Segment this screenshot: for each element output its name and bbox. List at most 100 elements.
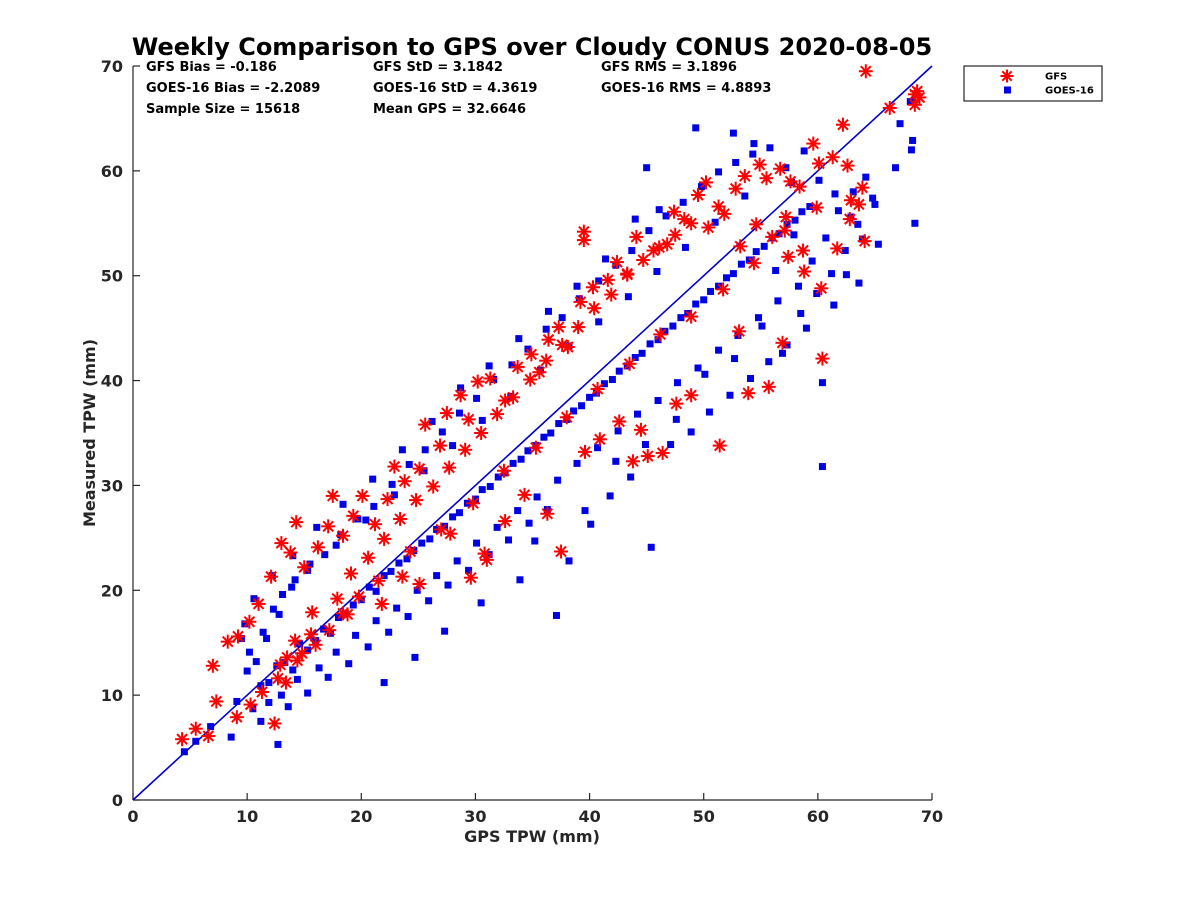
- data-point-gfs: [267, 716, 282, 731]
- x-ticks: 0 10 20 30 40 50 60 70: [127, 793, 943, 826]
- data-point-gfs: [220, 634, 235, 649]
- legend-marker-gfs: [1000, 69, 1014, 83]
- data-point-goes-16: [243, 667, 251, 675]
- data-point-gfs: [716, 282, 731, 297]
- data-point-gfs: [453, 388, 468, 403]
- data-point-goes-16: [862, 173, 870, 181]
- data-point-gfs: [809, 200, 824, 215]
- data-point-goes-16: [581, 507, 589, 515]
- data-point-goes-16: [372, 587, 380, 595]
- data-point-gfs: [377, 531, 392, 546]
- data-point-gfs: [243, 697, 258, 712]
- data-point-goes-16: [540, 433, 548, 441]
- data-point-goes-16: [558, 314, 566, 322]
- data-point-goes-16: [306, 560, 314, 568]
- data-point-goes-16: [734, 331, 742, 339]
- data-point-goes-16: [794, 282, 802, 290]
- data-point-goes-16: [465, 566, 473, 574]
- data-point-goes-16: [517, 455, 525, 463]
- data-point-gfs: [434, 522, 449, 537]
- data-point-goes-16: [654, 396, 662, 404]
- data-point-goes-16: [370, 502, 378, 510]
- data-point-goes-16: [797, 309, 805, 317]
- data-point-goes-16: [614, 427, 622, 435]
- data-point-gfs: [290, 653, 305, 668]
- data-point-goes-16: [822, 234, 830, 242]
- data-point-goes-16: [775, 230, 783, 238]
- data-point-goes-16: [315, 664, 323, 672]
- y-axis-label: Measured TPW (mm): [80, 339, 99, 527]
- data-point-goes-16: [755, 314, 763, 322]
- data-point-gfs: [655, 445, 670, 460]
- data-point-goes-16: [828, 270, 836, 278]
- data-point-goes-16: [791, 216, 799, 224]
- data-point-goes-16: [570, 407, 578, 415]
- data-point-goes-16: [694, 364, 702, 372]
- data-point-goes-16: [642, 441, 650, 449]
- plot-area: 0 10 20 30 40 50 60 70 0 10 20 30 40 50 60 70 GFS Bias…: [101, 57, 943, 826]
- data-point-gfs: [835, 117, 850, 132]
- data-point-goes-16: [420, 467, 428, 475]
- data-point-goes-16: [749, 150, 757, 158]
- data-point-goes-16: [565, 557, 573, 565]
- data-point-goes-16: [471, 495, 479, 503]
- data-point-goes-16: [332, 541, 340, 549]
- data-point-goes-16: [291, 576, 299, 584]
- y-tick-label: 70: [101, 57, 123, 76]
- data-point-goes-16: [365, 583, 373, 591]
- data-point-gfs: [304, 627, 319, 642]
- data-point-gfs: [573, 294, 588, 309]
- data-point-goes-16: [705, 408, 713, 416]
- data-point-goes-16: [677, 314, 685, 322]
- data-point-goes-16: [426, 535, 434, 543]
- data-point-gfs: [882, 100, 897, 115]
- stats-block: GFS Bias = -0.186 GFS StD = 3.1842 GFS RMS…: [146, 60, 771, 117]
- legend-items: GFS GOES-16: [1000, 69, 1094, 97]
- data-point-gfs: [604, 287, 619, 302]
- data-point-gfs: [288, 633, 303, 648]
- data-point-goes-16: [542, 325, 550, 333]
- data-point-goes-16: [600, 380, 608, 388]
- data-point-gfs: [297, 560, 312, 575]
- data-point-gfs: [523, 372, 538, 387]
- data-point-gfs: [711, 199, 726, 214]
- data-point-goes-16: [252, 658, 260, 666]
- data-point-gfs: [540, 506, 555, 521]
- data-point-gfs: [510, 359, 525, 374]
- data-point-goes-16: [592, 389, 600, 397]
- data-point-goes-16: [533, 493, 541, 501]
- data-point-goes-16: [586, 393, 594, 401]
- data-point-gfs: [344, 566, 359, 581]
- data-point-gfs: [625, 454, 640, 469]
- data-point-gfs: [912, 90, 927, 105]
- x-tick-label: 40: [578, 807, 600, 826]
- legend-marker-goes-16: [1004, 86, 1011, 94]
- data-point-goes-16: [818, 463, 826, 471]
- data-point-goes-16: [679, 198, 687, 206]
- data-point-gfs: [188, 721, 203, 736]
- legend-label-goes-16: GOES-16: [1045, 86, 1094, 97]
- data-point-gfs: [698, 175, 713, 190]
- data-point-gfs: [815, 351, 830, 366]
- data-point-gfs: [592, 432, 607, 447]
- data-point-goes-16: [587, 520, 595, 528]
- data-point-gfs: [310, 540, 325, 555]
- data-point-goes-16: [207, 723, 215, 731]
- data-point-gfs: [340, 607, 355, 622]
- data-point-goes-16: [891, 164, 899, 172]
- data-point-gfs: [668, 227, 683, 242]
- data-point-goes-16: [516, 576, 524, 584]
- data-point-goes-16: [405, 460, 413, 468]
- data-point-gfs: [346, 508, 361, 523]
- data-point-gfs: [229, 710, 244, 725]
- data-point-goes-16: [830, 301, 838, 309]
- data-point-gfs: [907, 97, 922, 112]
- data-point-gfs: [355, 488, 370, 503]
- data-point-goes-16: [477, 599, 485, 607]
- data-point-goes-16: [354, 515, 362, 523]
- data-point-goes-16: [428, 417, 436, 425]
- data-point-goes-16: [715, 168, 723, 176]
- data-point-goes-16: [647, 543, 655, 551]
- data-point-gfs: [209, 694, 224, 709]
